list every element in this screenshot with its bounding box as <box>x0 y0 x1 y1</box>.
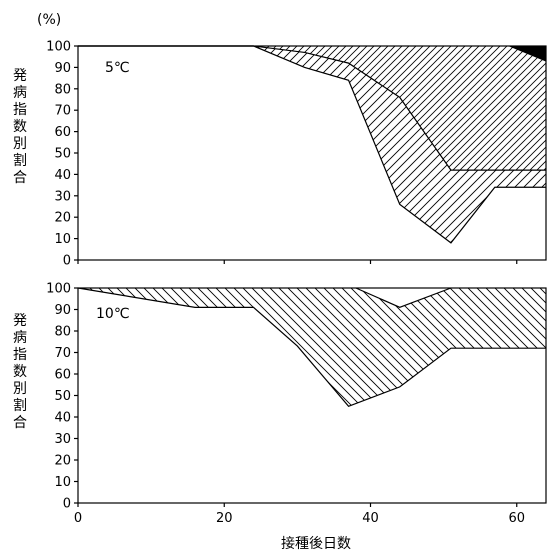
y-ticks: 0 10 20 30 40 50 60 70 80 90 100 <box>46 40 78 269</box>
y-tick-label: 60 <box>54 368 71 383</box>
y-tick-label: 10 <box>54 232 71 247</box>
area-series-1 <box>78 46 546 243</box>
panel-label-10c: 10℃ <box>96 306 130 322</box>
x-tick-label: 40 <box>362 511 379 526</box>
x-ticks <box>77 260 518 264</box>
y-tick-label: 40 <box>54 168 71 183</box>
area-boundary-1 <box>78 45 546 244</box>
panel-label-5c: 5℃ <box>105 60 130 76</box>
y-axis-label: 発病指数別割合 <box>13 68 27 186</box>
area-series-0 <box>78 46 546 171</box>
y-tick-label: 90 <box>54 303 71 318</box>
area-boundary-1 <box>355 287 452 308</box>
y-tick-label: 70 <box>54 104 71 119</box>
area-boundary-0 <box>77 287 546 407</box>
area-series-1 <box>355 288 451 308</box>
chart-panel-10c: 発病指数別割合 0 10 20 30 40 50 60 70 80 90 100 0 20 40 60 1… <box>13 282 547 552</box>
y-tick-label: 70 <box>54 346 71 361</box>
x-tick-label: 0 <box>74 511 82 526</box>
y-tick-label: 30 <box>54 189 71 204</box>
x-axis-label: 接種後日数 <box>281 535 351 552</box>
x-ticks: 0 20 40 60 <box>74 503 525 526</box>
y-tick-label: 80 <box>54 325 71 340</box>
y-ticks: 0 10 20 30 40 50 60 70 80 90 100 <box>46 282 78 512</box>
area-boundary-2 <box>509 45 547 62</box>
y-tick-label: 80 <box>54 82 71 97</box>
y-tick-label: 20 <box>54 454 71 469</box>
y-tick-label: 90 <box>54 61 71 76</box>
y-tick-label: 10 <box>54 475 71 490</box>
area-series-group <box>77 287 546 407</box>
area-series-group <box>78 45 547 244</box>
y-tick-label: 30 <box>54 432 71 447</box>
y-tick-label: 0 <box>63 497 71 512</box>
y-tick-label: 100 <box>46 40 71 55</box>
y-tick-label: 100 <box>46 282 71 297</box>
x-tick-label: 20 <box>216 511 233 526</box>
y-tick-label: 50 <box>54 389 71 404</box>
x-tick-label: 60 <box>508 511 525 526</box>
y-axis-label: 発病指数別割合 <box>13 313 27 431</box>
chart-panel-5c: (%) 発病指数別割合 0 10 20 30 40 50 60 70 80 90 100 5℃ <box>13 12 547 269</box>
y-unit-label: (%) <box>37 12 61 28</box>
area-series-0 <box>78 288 546 407</box>
y-tick-label: 20 <box>54 211 71 226</box>
y-tick-label: 60 <box>54 125 71 140</box>
y-tick-label: 0 <box>63 254 71 269</box>
y-tick-label: 40 <box>54 411 71 426</box>
y-tick-label: 50 <box>54 147 71 162</box>
